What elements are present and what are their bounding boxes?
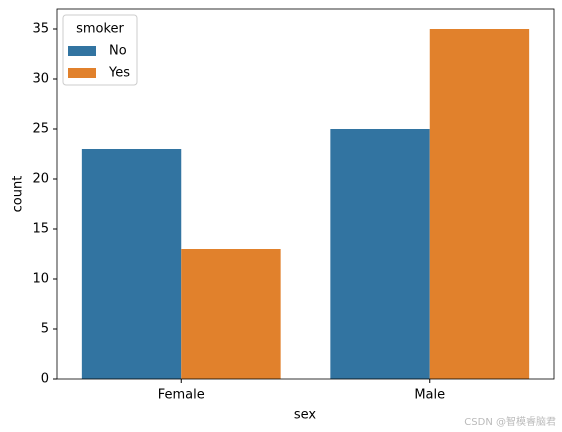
legend-label: Yes xyxy=(108,66,130,81)
bar xyxy=(81,149,182,379)
bar xyxy=(429,29,530,379)
watermark: CSDN @智模睿脑君 xyxy=(464,415,556,428)
y-tick-label: 30 xyxy=(32,72,49,87)
y-axis-label: count xyxy=(11,176,26,213)
legend-swatch xyxy=(68,68,96,78)
y-tick-label: 35 xyxy=(32,22,49,37)
y-tick-label: 10 xyxy=(32,272,49,287)
y-tick-label: 20 xyxy=(32,172,49,187)
legend-label: No xyxy=(109,44,127,59)
bar xyxy=(330,129,430,379)
legend-swatch xyxy=(68,46,96,56)
x-axis-label: sex xyxy=(294,408,317,423)
plot-frame xyxy=(56,8,555,380)
y-tick-label: 15 xyxy=(32,222,49,237)
legend-title: smoker xyxy=(76,22,124,37)
bar xyxy=(181,249,281,379)
y-tick-label: 0 xyxy=(41,372,49,387)
x-tick-label: Female xyxy=(158,388,205,403)
y-tick-label: 25 xyxy=(32,122,49,137)
y-tick-label: 5 xyxy=(41,322,49,337)
legend-box xyxy=(62,14,138,86)
x-tick-label: Male xyxy=(414,388,445,403)
